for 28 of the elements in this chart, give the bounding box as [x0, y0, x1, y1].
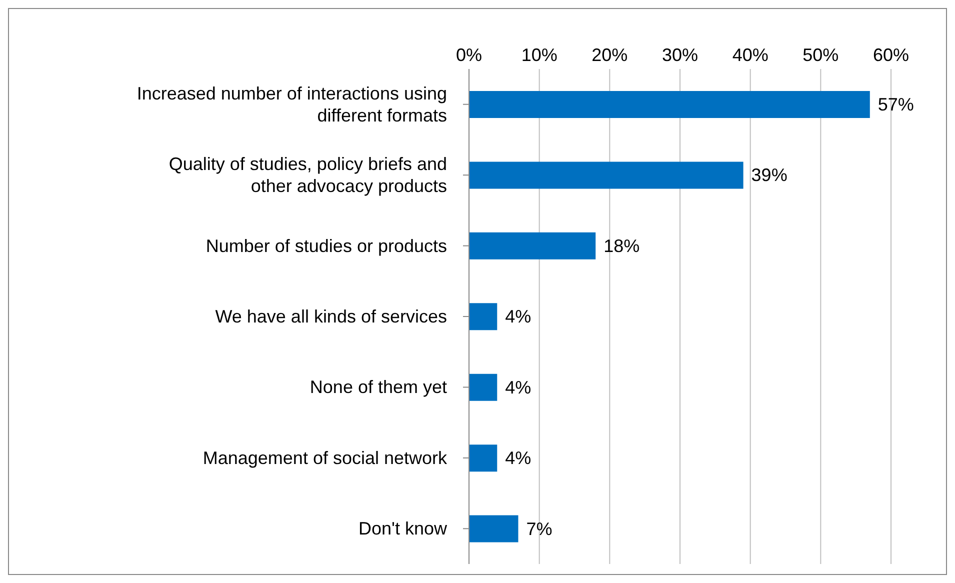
x-tick-label: 60%: [872, 45, 910, 65]
data-label: 7%: [526, 518, 552, 539]
y-tick-label: None of them yet: [310, 377, 447, 398]
x-tick-label: 30%: [662, 45, 698, 65]
bar: [469, 162, 744, 189]
x-tick-label: 0%: [456, 45, 482, 65]
x-tick-label: 20%: [592, 45, 628, 65]
y-tick-label: Don't know: [358, 518, 448, 539]
data-label: 4%: [505, 306, 532, 327]
x-tick-label: 40%: [732, 45, 768, 65]
bar: [469, 374, 498, 401]
data-label: 57%: [878, 94, 914, 114]
y-tick-label: Increased number of interactions using different formats: [136, 83, 447, 126]
bar: [469, 91, 870, 118]
bar: [469, 444, 498, 472]
bar: [469, 232, 596, 260]
bar: [469, 515, 518, 542]
x-tick-label: 50%: [802, 45, 839, 65]
data-label: 4%: [505, 448, 532, 468]
x-tick-label: 10%: [521, 45, 558, 65]
data-label: 4%: [505, 377, 532, 398]
data-label: 18%: [604, 236, 640, 256]
y-tick-label: Quality of studies, policy briefs and other advocacy products: [168, 154, 447, 196]
y-tick-label: Number of studies or products: [206, 236, 447, 256]
data-label: 39%: [751, 165, 788, 186]
bar: [469, 303, 498, 330]
y-tick-label: Management of social network: [202, 448, 448, 468]
y-tick-label: We have all kinds of services: [215, 306, 447, 326]
